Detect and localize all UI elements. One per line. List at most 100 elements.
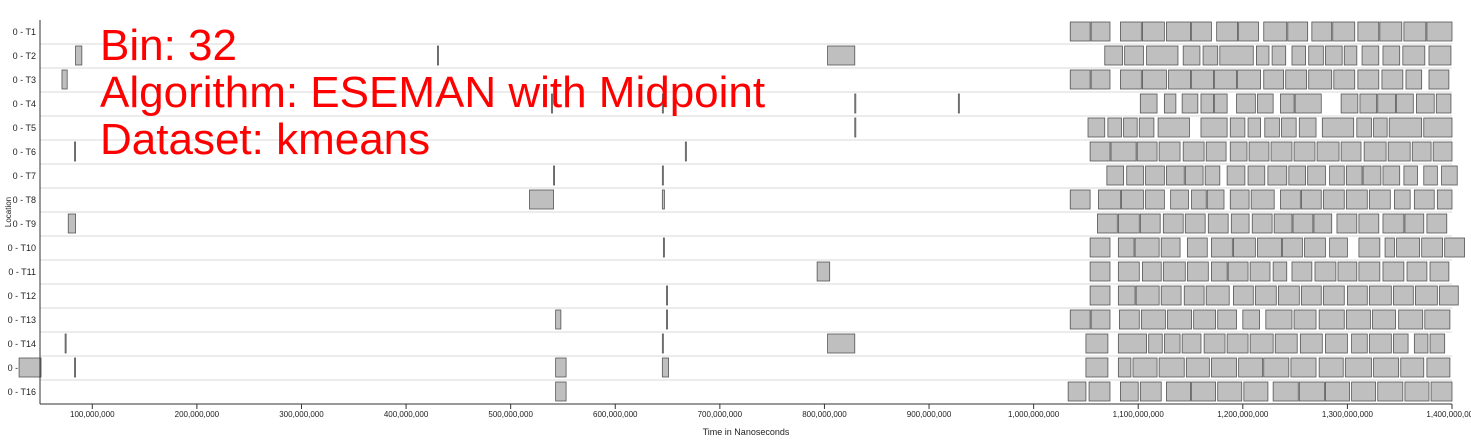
interval-bar	[1394, 189, 1411, 210]
row-label: 0 - T13	[8, 315, 36, 325]
interval-bar	[1316, 141, 1340, 162]
interval-bar	[1298, 117, 1317, 138]
x-tick-label: 900,000,000	[907, 410, 952, 419]
interval-bar	[1358, 213, 1380, 234]
interval-bar	[1186, 237, 1208, 258]
row-label: 0 - T6	[13, 147, 36, 157]
interval-bar	[1118, 309, 1140, 330]
interval-bar	[1299, 333, 1323, 354]
row-label: 0 - T14	[8, 339, 36, 349]
interval-bar	[1264, 117, 1280, 138]
interval-bar	[1214, 69, 1237, 90]
interval-bar	[1426, 213, 1448, 234]
interval-bar	[1126, 165, 1144, 186]
interval-bar	[1132, 357, 1158, 378]
interval-bar	[1069, 69, 1091, 90]
interval-bar	[1428, 69, 1450, 90]
interval-bar	[1120, 21, 1142, 42]
interval-bar	[1185, 357, 1210, 378]
interval-bar	[1162, 213, 1184, 234]
interval-bar	[1411, 141, 1432, 162]
x-tick-label: 300,000,000	[279, 410, 324, 419]
interval-bar	[1345, 165, 1363, 186]
interval-bar	[1088, 381, 1111, 402]
interval-bar	[1381, 69, 1404, 90]
interval-bar	[827, 333, 856, 354]
interval-bar	[1191, 189, 1207, 210]
interval-bar	[1120, 381, 1139, 402]
interval-bar	[1203, 333, 1226, 354]
interval-bar	[1182, 141, 1205, 162]
interval-bar	[1377, 93, 1396, 114]
interval-bar	[1110, 141, 1137, 162]
interval-bar	[662, 237, 665, 258]
interval-bar	[854, 93, 857, 114]
row-label: 0 - T12	[8, 291, 36, 301]
interval-bar	[1398, 309, 1424, 330]
interval-bar	[1359, 93, 1378, 114]
x-tick-label: 1,300,000,000	[1322, 410, 1374, 419]
interval-bar	[1193, 309, 1217, 330]
x-tick-label: 1,100,000,000	[1113, 410, 1165, 419]
interval-bar	[1358, 261, 1381, 282]
row-label: 0 - T9	[13, 219, 36, 229]
interval-bar	[1393, 333, 1409, 354]
interval-bar	[1160, 237, 1181, 258]
interval-bar	[1166, 21, 1191, 42]
interval-bar	[1358, 237, 1381, 258]
interval-bar	[74, 141, 76, 162]
interval-bar	[1293, 309, 1317, 330]
interval-bar	[1435, 93, 1452, 114]
interval-bar	[1322, 285, 1345, 306]
interval-bar	[1139, 213, 1161, 234]
interval-bar	[1285, 69, 1308, 90]
interval-bar	[1243, 381, 1269, 402]
interval-bar	[1345, 309, 1371, 330]
interval-bar	[1256, 45, 1270, 66]
interval-bar	[1267, 165, 1288, 186]
interval-bar	[1421, 237, 1443, 258]
interval-bar	[1280, 189, 1301, 210]
interval-bar	[1308, 69, 1333, 90]
interval-bar	[1135, 285, 1160, 306]
interval-bar	[1230, 213, 1250, 234]
interval-bar	[1344, 357, 1372, 378]
interval-bar	[1162, 261, 1186, 282]
interval-bar	[1351, 333, 1368, 354]
interval-bar	[1280, 93, 1295, 114]
interval-bar	[957, 93, 960, 114]
interval-bar	[1413, 333, 1429, 354]
x-tick-label: 400,000,000	[384, 410, 429, 419]
interval-bar	[1117, 285, 1136, 306]
interval-bar	[684, 141, 687, 162]
interval-bar	[1288, 165, 1306, 186]
interval-bar	[1357, 69, 1380, 90]
interval-bar	[1214, 93, 1228, 114]
interval-bar	[1211, 261, 1228, 282]
interval-bar	[1148, 333, 1163, 354]
interval-bar	[1089, 141, 1111, 162]
interval-bar	[1134, 237, 1160, 258]
interval-bar	[1292, 213, 1314, 234]
interval-bar	[1424, 309, 1451, 330]
interval-bar	[1347, 285, 1368, 306]
interval-bar	[1104, 45, 1123, 66]
interval-bar	[1166, 381, 1191, 402]
interval-bar	[1117, 357, 1132, 378]
interval-bar	[1242, 309, 1260, 330]
interval-bar	[1158, 141, 1181, 162]
interval-bar	[1387, 141, 1411, 162]
interval-bar	[1340, 93, 1359, 114]
interval-bar	[437, 45, 439, 66]
interval-bar	[1248, 141, 1270, 162]
interval-bar	[1311, 21, 1333, 42]
interval-bar	[1322, 189, 1345, 210]
interval-bar	[1124, 45, 1144, 66]
interval-bar	[1382, 45, 1401, 66]
interval-bar	[1423, 117, 1453, 138]
interval-bar	[1404, 213, 1425, 234]
interval-bar	[1205, 285, 1230, 306]
interval-bar	[1406, 261, 1428, 282]
interval-bar	[1307, 165, 1326, 186]
